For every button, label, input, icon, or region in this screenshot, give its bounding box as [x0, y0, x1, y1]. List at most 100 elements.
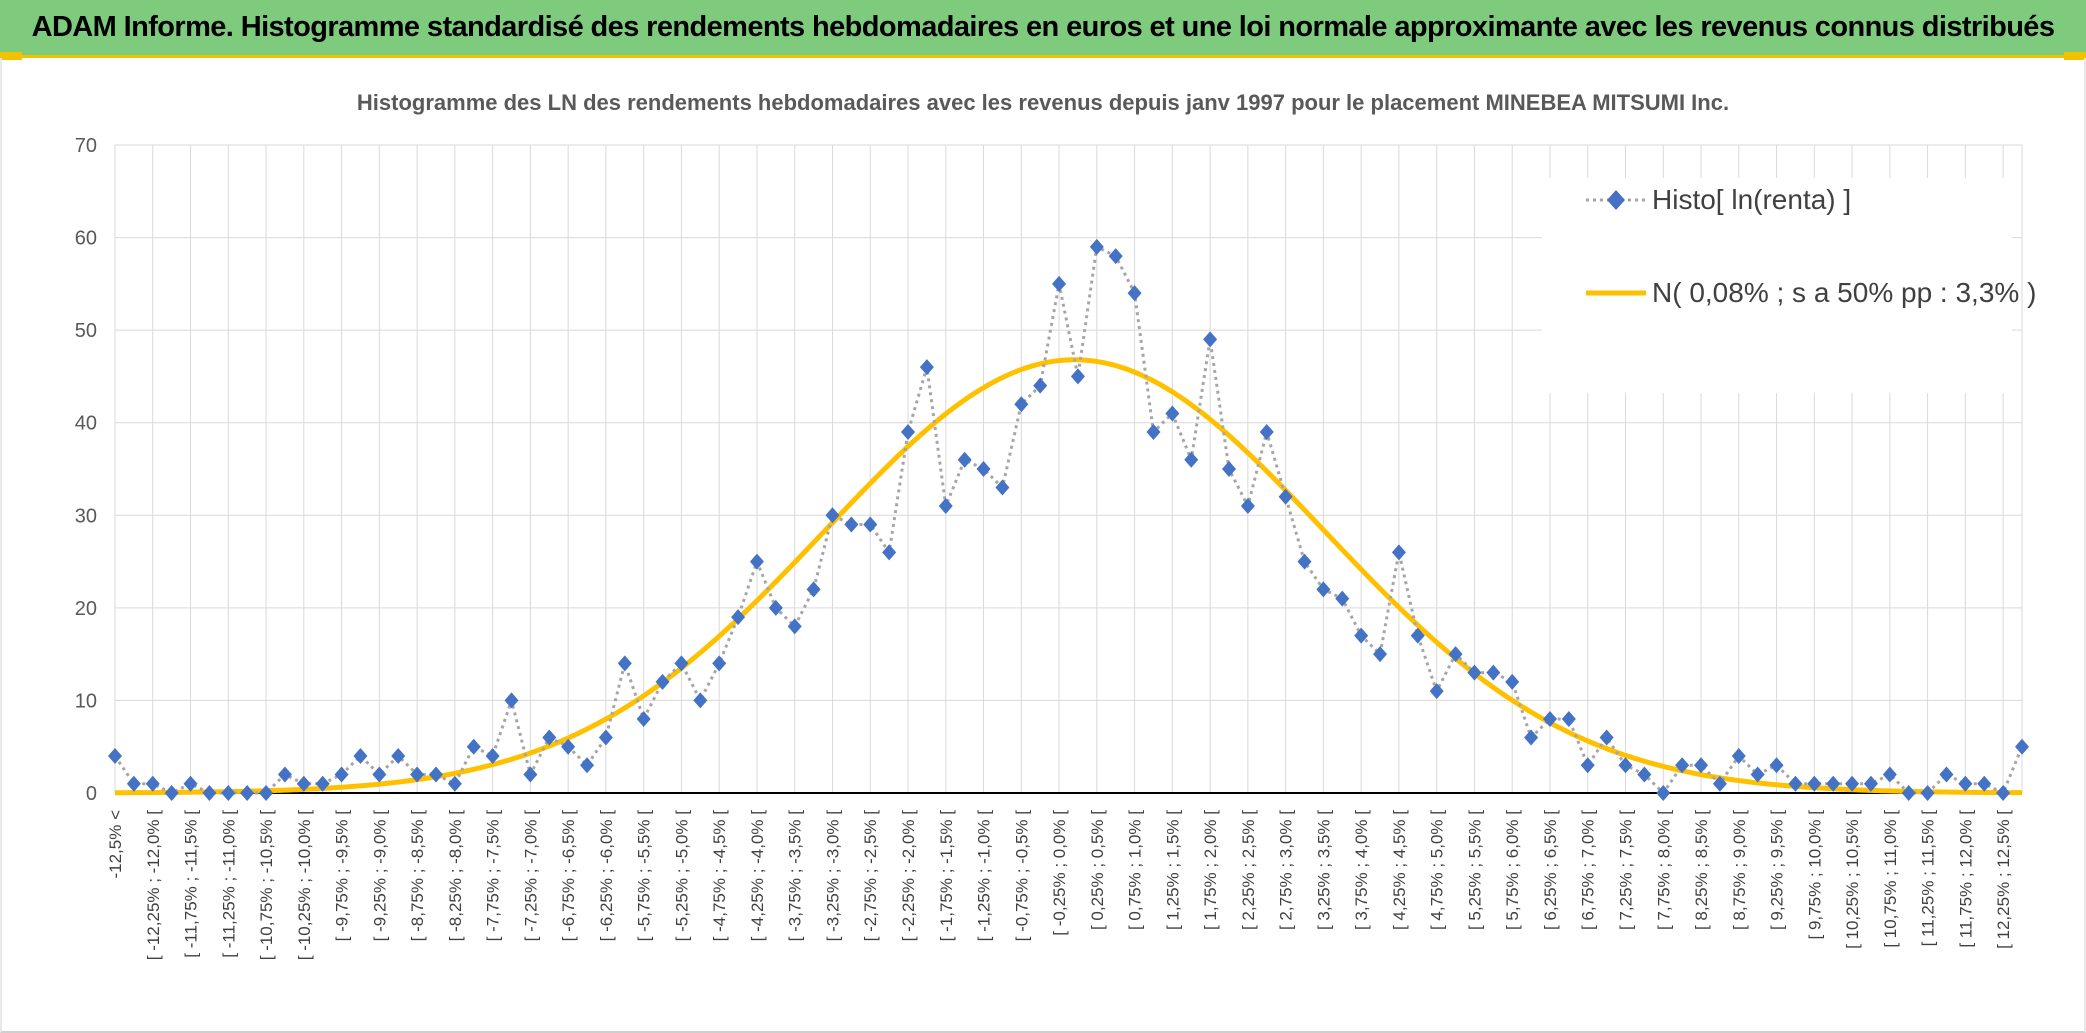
histo-point	[315, 775, 330, 792]
x-tick-label: [ -0,25% ; 0,0% [	[1050, 810, 1069, 936]
histo-point	[1618, 757, 1633, 774]
histo-point	[787, 618, 802, 635]
histo-point	[277, 766, 292, 783]
histo-point	[1920, 785, 1935, 801]
histo-point	[259, 785, 274, 801]
histo-point	[1108, 248, 1123, 265]
x-tick-label: [ 12,25% ; 12,5% [	[1994, 810, 2013, 949]
histo-point	[353, 747, 368, 764]
histo-point	[1561, 710, 1576, 727]
histo-point	[976, 461, 991, 477]
histo-point	[1524, 729, 1539, 746]
histo-point	[598, 729, 613, 746]
y-tick-label: 30	[75, 505, 97, 527]
x-tick-label: [ 9,75% ; 10,0% [	[1805, 810, 1824, 940]
histo-point	[806, 581, 821, 598]
x-tick-label: [ 7,75% ; 8,0% [	[1654, 810, 1673, 930]
histo-point	[1089, 238, 1104, 255]
x-tick-label: [ 11,75% ; 12,0% [	[1956, 810, 1975, 948]
x-tick-label: [ -9,25% ; -9,0% [	[370, 810, 389, 942]
y-tick-label: 20	[75, 598, 97, 620]
histo-point	[1882, 766, 1897, 783]
x-tick-label: [ 4,25% ; 4,5% [	[1390, 810, 1409, 930]
histo-point	[1977, 775, 1992, 792]
histo-point	[674, 655, 689, 672]
histo-point	[731, 609, 746, 626]
x-tick-label: [ -2,75% ; -2,5% [	[861, 810, 880, 942]
histo-point	[863, 516, 878, 533]
histo-point	[1486, 664, 1501, 681]
x-tick-label: [ -3,75% ; -3,5% [	[786, 810, 805, 942]
x-tick-label: [ -7,25% ; -7,0% [	[521, 810, 540, 942]
histo-point	[957, 451, 972, 468]
histo-point	[202, 785, 217, 801]
x-tick-label: [ -6,25% ; -6,0% [	[597, 810, 616, 942]
histo-point	[1637, 766, 1652, 783]
x-tick-label: [ 0,25% ; 0,5% [	[1088, 810, 1107, 930]
report-banner: ADAM Informe. Histogramme standardisé de…	[0, 0, 2086, 58]
histo-point	[561, 738, 576, 755]
histo-point	[1335, 590, 1350, 607]
histo-point	[768, 599, 783, 616]
legend: Histo[ ln(renta) ] N( 0,08% ; s a 50% pp…	[1542, 178, 2036, 393]
histo-point	[296, 775, 311, 792]
x-tick-label: [ 7,25% ; 7,5% [	[1616, 810, 1635, 930]
chart-frame	[0, 58, 2086, 1033]
histo-point	[1939, 766, 1954, 783]
histo-point	[1127, 285, 1142, 302]
x-tick-label: [ 10,75% ; 11,0% [	[1881, 810, 1900, 948]
x-tick-label: [ -6,75% ; -6,5% [	[559, 810, 578, 942]
series-layer	[108, 238, 2029, 801]
histo-point	[1146, 423, 1161, 440]
x-tick-label: [ 10,25% ; 10,5% [	[1843, 810, 1862, 949]
x-tick-label: [ -10,75% ; -10,5% [	[257, 810, 276, 961]
histo-point	[1958, 775, 1973, 792]
histo-point	[580, 757, 595, 774]
x-tick-label: [ -10,25% ; -10,0% [	[295, 810, 314, 961]
histo-point	[1052, 275, 1067, 292]
x-tick-label: [ 11,25% ; 11,5% [	[1919, 810, 1938, 947]
histo-point	[1429, 683, 1444, 700]
y-tick-label: 50	[75, 320, 97, 342]
y-tick-label: 60	[75, 228, 97, 250]
x-tick-label: [ -11,25% ; -11,0% [	[219, 810, 238, 958]
histo-point	[1901, 785, 1916, 801]
histo-point	[1656, 785, 1671, 801]
histo-point	[693, 692, 708, 709]
histo-point	[108, 747, 122, 764]
histo-point	[1845, 775, 1860, 792]
histo-point	[145, 775, 160, 792]
histo-point	[428, 766, 443, 783]
histo-point	[1542, 710, 1557, 727]
histo-point	[1505, 673, 1520, 690]
histo-point	[655, 673, 670, 690]
x-tick-label: [ 9,25% ; 9,5% [	[1768, 810, 1787, 930]
banner-corner-right	[2064, 52, 2086, 60]
histo-point	[240, 785, 255, 801]
histo-point	[636, 710, 651, 727]
histo-point	[2015, 738, 2029, 755]
histo-point	[749, 553, 764, 570]
histo-point	[183, 775, 198, 792]
banner-corner-left	[0, 52, 22, 60]
histo-point	[1184, 451, 1199, 468]
histo-point	[1278, 488, 1293, 505]
histo-point	[1014, 396, 1029, 413]
legend-background	[1542, 178, 2012, 393]
x-tick-label: [ -12,25% ; -12,0% [	[144, 810, 163, 961]
histogram-chart: Histogramme des LN des rendements hebdom…	[75, 90, 2037, 961]
x-tick-label: [ -1,75% ; -1,5% [	[937, 810, 956, 942]
histo-point	[334, 766, 349, 783]
histo-point	[1863, 775, 1878, 792]
histo-point	[1448, 646, 1463, 663]
histo-point	[825, 507, 840, 524]
histo-point	[1240, 498, 1255, 515]
x-tick-label: [ -8,25% ; -8,0% [	[446, 810, 465, 942]
histo-point	[1373, 646, 1388, 663]
x-tick-label: [ -4,75% ; -4,5% [	[710, 810, 729, 942]
histo-point	[126, 775, 141, 792]
y-tick-label: 40	[75, 413, 97, 435]
x-tick-label: [ -7,75% ; -7,5% [	[484, 810, 503, 942]
histo-point	[901, 423, 916, 440]
histo-point	[1675, 757, 1690, 774]
